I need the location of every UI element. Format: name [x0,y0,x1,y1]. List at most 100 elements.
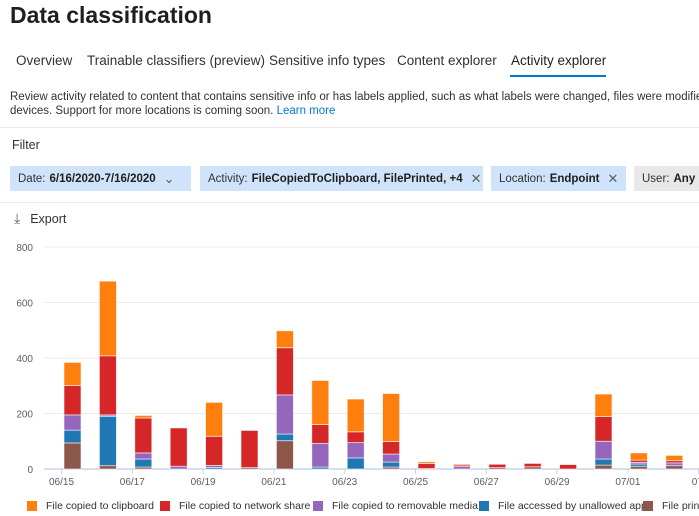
legend-swatch [27,501,37,511]
bar-segment [594,464,613,470]
x-tick-label: 06/25 [403,477,428,488]
bar-segment [99,355,117,416]
legend-swatch [643,501,653,511]
bar-segment [99,465,117,470]
chip-value: 6/16/2020-7/16/2020 [49,172,156,185]
bar-segment [417,461,436,464]
y-tick-label: 800 [16,243,33,254]
bar-segment [205,401,224,437]
bar-segment [346,442,365,459]
bar-segment [452,465,471,470]
bar-segment [630,452,648,461]
x-tick-label: 06/21 [261,477,286,488]
legend-item[interactable]: File copied to clipboard [27,500,154,512]
bar-segment [630,465,648,470]
bar-segment [275,433,294,442]
bar-segment [665,455,684,462]
bar-segment [452,463,471,466]
bar-segment [488,463,507,469]
bar-segment [523,463,542,468]
chip-value: Endpoint [549,172,600,185]
bar-segment [382,461,401,468]
bar-segment [63,442,82,470]
legend-label: File copied to removable media [332,500,478,512]
bar-segment [63,429,82,444]
bar-segment [665,465,684,470]
bar-segment [63,362,82,386]
x-tick-label: 06/27 [474,477,499,488]
bar-segment [382,393,401,442]
close-icon[interactable]: ✕ [470,170,482,186]
activity-filter-chip[interactable]: Activity: FileCopiedToClipboard, FilePrin… [200,166,483,191]
tab-trainable-classifiers[interactable]: Trainable classifiers (preview) [87,53,266,68]
location-filter-chip[interactable]: Location: Endpoint ✕ [491,166,626,191]
export-label: Export [30,211,67,226]
chip-key: User: [642,172,670,185]
page-title: Data classification [10,2,212,28]
learn-more-link[interactable]: Learn more [276,105,336,117]
bar-segment [311,380,330,425]
bar-segment [382,441,401,455]
bar-segment [169,465,188,470]
tab-sensitive-info-types[interactable]: Sensitive info types [269,53,386,68]
bar-segment [99,280,117,357]
tab-content-explorer[interactable]: Content explorer [397,53,497,68]
y-tick-label: 400 [16,354,33,365]
x-tick-label: 06/29 [545,477,570,488]
tab-overview[interactable]: Overview [16,53,73,68]
x-tick-label: 07/01 [615,477,640,488]
user-filter-chip[interactable]: User: Any [634,166,699,191]
chip-key: Activity: [208,172,248,185]
x-tick-label: 06/15 [49,477,74,488]
bar-segment [311,424,330,444]
x-tick-label: 06/19 [191,477,216,488]
legend-label: File printe [662,500,699,512]
bar-segment [559,464,577,470]
bar-segment [63,385,82,416]
bar-segment [169,427,188,467]
date-filter-chip[interactable]: Date: 6/16/2020-7/16/2020 ⌄ [10,166,191,191]
download-icon: ⤓ [14,210,21,226]
export-button[interactable]: ⤓ Export [14,210,66,227]
y-tick-label: 200 [16,410,33,421]
bar-segment [275,347,294,396]
bar-segment [240,430,259,469]
description-text: devices. Support for more locations is c… [10,105,274,117]
bar-segment [594,458,613,466]
divider [0,127,699,128]
activity-chart: 0 200 400 600 800 06/15 06/17 06/19 06/21 06/23 06… [16,243,699,488]
bar-segment [417,463,436,469]
legend-label: File accessed by unallowed app [498,500,647,512]
filter-label: Filter [12,138,40,152]
legend-swatch [479,501,489,511]
legend-label: File copied to clipboard [46,500,154,512]
legend-item[interactable]: File copied to removable media [313,500,478,512]
divider [0,202,699,203]
bar-segment [311,443,330,468]
chip-key: Location: [499,172,546,185]
legend-label: File copied to network share [179,500,311,512]
x-tick-label: 06/17 [120,477,145,488]
x-tick-label: 07/ [692,477,699,488]
chip-value: FileCopiedToClipboard, FilePrinted, +4 [251,172,463,185]
y-tick-label: 600 [16,299,33,310]
legend-swatch [313,501,323,511]
active-tab-indicator [510,75,606,77]
chip-key: Date: [18,172,46,185]
bar-segment [382,453,401,463]
description-line-2: devices. Support for more locations is c… [10,105,335,117]
bar-segment [275,394,294,435]
description-line-1: Review activity related to content that … [10,91,699,103]
legend-swatch [160,501,170,511]
y-tick-label: 0 [27,465,33,476]
tab-activity-explorer[interactable]: Activity explorer [511,53,607,68]
x-tick-label: 06/23 [332,477,357,488]
bar-segment [205,435,224,466]
bar-segment [594,393,613,417]
legend-item[interactable]: File printe [643,500,699,512]
close-icon[interactable]: ✕ [607,170,619,186]
bar-segment [134,415,153,419]
legend-item[interactable]: File copied to network share [160,500,310,512]
legend-item[interactable]: File accessed by unallowed app [479,500,647,512]
bar-segment [63,414,82,431]
